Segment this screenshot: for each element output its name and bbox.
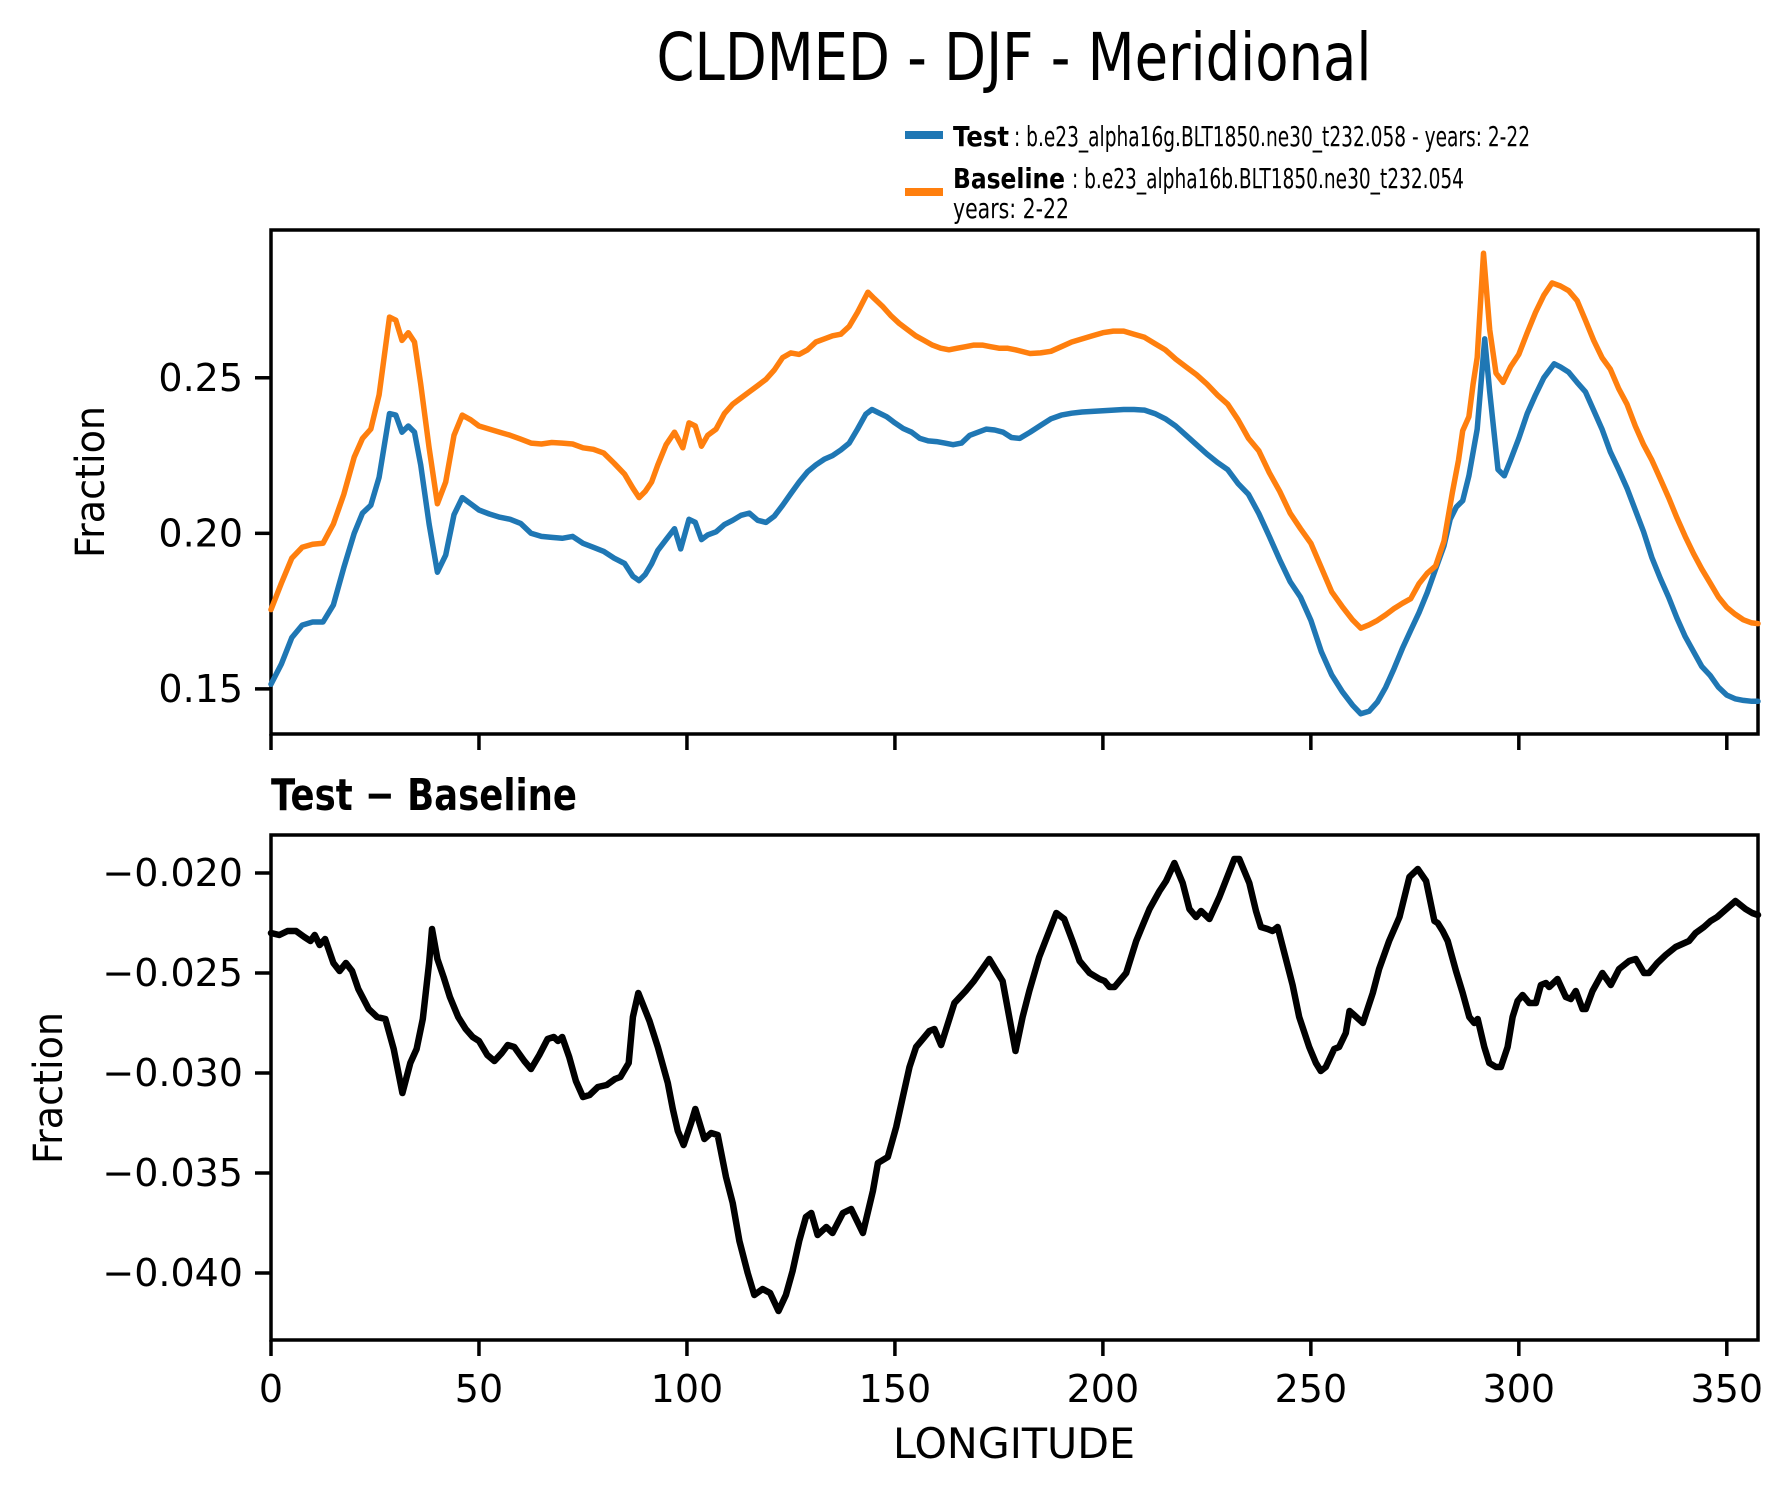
y-tick-label: −0.035 bbox=[102, 1151, 243, 1195]
diff-line bbox=[267, 855, 1762, 1315]
legend-swatch-baseline bbox=[905, 188, 943, 196]
diff-panel-title: Test − Baseline bbox=[271, 770, 577, 821]
y-tick-label: −0.040 bbox=[102, 1251, 243, 1295]
x-tick-label: 50 bbox=[455, 1367, 503, 1411]
legend-text-baseline: : b.e23_alpha16b.BLT1850.ne30_t232.054 bbox=[1072, 162, 1464, 195]
x-tick-label: 150 bbox=[859, 1367, 932, 1411]
bottom-y-axis-label: Fraction bbox=[26, 1012, 72, 1164]
legend-text-test: : b.e23_alpha16g.BLT1850.ne30_t232.058 -… bbox=[1014, 120, 1530, 153]
panel-0-spines bbox=[269, 228, 1760, 736]
y-tick-label: −0.025 bbox=[102, 951, 243, 995]
y-tick-label: 0.20 bbox=[158, 511, 243, 555]
legend-label-baseline: Baseline bbox=[953, 162, 1065, 195]
baseline-line bbox=[268, 250, 1761, 631]
y-tick-label: 0.25 bbox=[158, 356, 243, 400]
legend-label-test: Test bbox=[953, 120, 1009, 153]
legend: Test : b.e23_alpha16g.BLT1850.ne30_t232.… bbox=[905, 120, 1530, 225]
test-line bbox=[268, 336, 1761, 717]
axes-layer: 0.15 0.20 0.25 −0.020 −0.025 −0.030 −0.035 −0.0… bbox=[102, 228, 1764, 1411]
legend-swatch-test bbox=[905, 131, 943, 139]
top-y-axis-label: Fraction bbox=[68, 406, 114, 558]
x-axis-label: LONGITUDE bbox=[893, 1419, 1135, 1468]
legend-text-baseline-years: years: 2-22 bbox=[953, 192, 1069, 225]
x-tick-label: 300 bbox=[1483, 1367, 1556, 1411]
chart-title: CLDMED - DJF - Meridional bbox=[657, 19, 1372, 96]
panel-1-spines bbox=[269, 833, 1760, 1342]
y-tick-label: −0.020 bbox=[102, 851, 243, 895]
x-tick-label: 350 bbox=[1691, 1367, 1764, 1411]
x-tick-label: 200 bbox=[1067, 1367, 1140, 1411]
x-tick-label: 250 bbox=[1275, 1367, 1348, 1411]
x-tick-label: 0 bbox=[259, 1367, 283, 1411]
x-tick-label: 100 bbox=[651, 1367, 724, 1411]
y-tick-label: 0.15 bbox=[158, 667, 243, 711]
y-tick-label: −0.030 bbox=[102, 1051, 243, 1095]
